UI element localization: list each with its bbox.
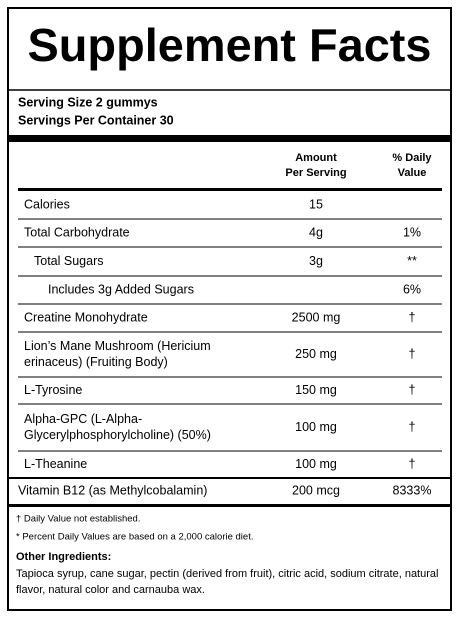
- column-header: % Daily: [392, 152, 432, 164]
- nutrient-name: erinaceus) (Fruiting Body): [24, 355, 168, 369]
- column-header: Per Serving: [285, 167, 346, 179]
- amount: 4g: [309, 225, 323, 239]
- amount: 150 mg: [295, 383, 337, 397]
- nutrient-name: L-Theanine: [24, 457, 87, 471]
- thick-rule: [18, 188, 442, 191]
- daily-value: †: [409, 457, 416, 471]
- amount: 200 mcg: [292, 483, 340, 497]
- label-border: [7, 7, 452, 611]
- title: Supplement Facts: [28, 19, 432, 71]
- nutrient-name: Creatine Monohydrate: [24, 310, 148, 324]
- amount: 100 mg: [295, 420, 337, 434]
- servings-per-container: Servings Per Container 30: [18, 113, 174, 127]
- other-ingredients: flavor, natural color and carnauba wax.: [16, 584, 205, 596]
- thick-rule: [8, 504, 451, 507]
- amount: 2500 mg: [292, 310, 341, 324]
- amount: 100 mg: [295, 457, 337, 471]
- nutrient-name: L-Tyrosine: [24, 383, 82, 397]
- daily-value: 8333%: [393, 483, 432, 497]
- nutrient-name: Total Sugars: [34, 254, 103, 268]
- column-header: Amount: [295, 152, 337, 164]
- daily-value: **: [407, 254, 417, 268]
- nutrient-name: Vitamin B12 (as Methylcobalamin): [18, 483, 207, 497]
- nutrient-name: Includes 3g Added Sugars: [48, 282, 194, 296]
- daily-value: 1%: [403, 225, 421, 239]
- footnote: † Daily Value not established.: [16, 514, 140, 525]
- other-ingredients-label: Other Ingredients:: [16, 551, 111, 563]
- daily-value: †: [409, 383, 416, 397]
- nutrient-name: Calories: [24, 197, 70, 211]
- amount: 3g: [309, 254, 323, 268]
- serving-size: Serving Size 2 gummys: [18, 95, 158, 109]
- daily-value: †: [409, 310, 416, 324]
- column-header: Value: [398, 167, 427, 179]
- amount: 250 mg: [295, 347, 337, 361]
- nutrient-name: Alpha-GPC (L-Alpha-: [24, 412, 142, 426]
- thick-bar: [8, 135, 451, 142]
- amount: 15: [309, 197, 323, 211]
- nutrient-name: Glycerylphosphorylcholine) (50%): [24, 428, 211, 442]
- daily-value: †: [409, 420, 416, 434]
- nutrient-name: Lion’s Mane Mushroom (Hericium: [24, 339, 211, 353]
- daily-value: 6%: [403, 282, 421, 296]
- nutrient-name: Total Carbohydrate: [24, 225, 130, 239]
- other-ingredients: Tapioca syrup, cane sugar, pectin (deriv…: [16, 568, 438, 580]
- daily-value: †: [409, 347, 416, 361]
- footnote: * Percent Daily Values are based on a 2,…: [16, 532, 253, 543]
